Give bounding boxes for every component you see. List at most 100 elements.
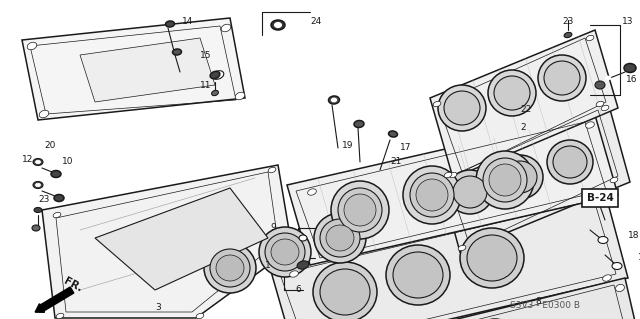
Text: 22: 22 [520,106,531,115]
Ellipse shape [497,155,543,199]
Text: 10: 10 [62,158,74,167]
Ellipse shape [605,76,611,80]
Ellipse shape [314,213,366,263]
Ellipse shape [313,262,377,319]
Ellipse shape [271,239,299,265]
Ellipse shape [449,172,457,178]
Ellipse shape [612,263,622,270]
Ellipse shape [488,70,536,116]
Text: B-24: B-24 [587,193,613,203]
Polygon shape [22,18,245,120]
Text: 21: 21 [390,158,401,167]
Text: 15: 15 [200,50,211,60]
Ellipse shape [290,271,298,277]
Ellipse shape [35,183,40,187]
Ellipse shape [32,225,40,231]
Ellipse shape [308,189,316,195]
Ellipse shape [299,262,307,268]
Ellipse shape [610,177,618,183]
Ellipse shape [204,243,256,293]
Polygon shape [270,192,628,319]
Ellipse shape [328,96,339,104]
Ellipse shape [433,101,441,107]
Ellipse shape [388,131,397,137]
Ellipse shape [601,105,609,111]
Ellipse shape [594,192,602,198]
Ellipse shape [458,245,466,251]
Text: 11: 11 [200,80,211,90]
Ellipse shape [235,92,245,100]
Ellipse shape [544,61,580,95]
Ellipse shape [354,121,364,128]
Ellipse shape [403,166,461,224]
Ellipse shape [299,235,307,241]
Ellipse shape [275,23,282,27]
Ellipse shape [210,71,220,79]
FancyArrow shape [35,287,74,312]
Ellipse shape [320,219,360,257]
Ellipse shape [586,122,595,128]
Ellipse shape [483,158,527,202]
Ellipse shape [54,195,64,202]
Ellipse shape [603,275,611,281]
Ellipse shape [453,176,487,208]
Ellipse shape [476,151,534,209]
Text: 23: 23 [38,196,49,204]
Ellipse shape [564,32,572,38]
Ellipse shape [393,252,443,298]
Ellipse shape [553,146,587,178]
Text: 18: 18 [638,254,640,263]
Text: 13: 13 [622,18,634,26]
Ellipse shape [494,76,530,110]
Text: 20: 20 [44,140,56,150]
Ellipse shape [386,245,450,305]
Text: FR.: FR. [62,276,84,294]
Ellipse shape [297,261,309,269]
Ellipse shape [598,236,608,243]
Text: 6: 6 [295,286,301,294]
Ellipse shape [34,207,42,212]
Ellipse shape [616,285,625,292]
Ellipse shape [410,173,454,217]
Ellipse shape [278,240,286,246]
Ellipse shape [624,63,636,72]
Polygon shape [80,38,215,102]
Ellipse shape [212,71,224,79]
Text: 9: 9 [270,224,276,233]
Text: 18: 18 [628,231,639,240]
Text: 16: 16 [626,76,637,85]
Ellipse shape [51,170,61,177]
Ellipse shape [586,35,594,41]
Text: 19: 19 [342,140,353,150]
Ellipse shape [460,228,524,288]
Text: 24: 24 [310,18,321,26]
Ellipse shape [39,110,49,118]
Ellipse shape [338,188,382,232]
Text: 8: 8 [535,298,541,307]
Text: 1: 1 [265,261,271,270]
Ellipse shape [35,160,40,164]
Polygon shape [95,188,268,290]
Text: 12: 12 [22,155,33,165]
Ellipse shape [326,225,354,251]
Ellipse shape [595,81,605,89]
Polygon shape [438,102,630,252]
Polygon shape [310,278,640,319]
Ellipse shape [444,91,480,125]
Polygon shape [42,165,292,318]
Text: 14: 14 [182,18,193,26]
Ellipse shape [166,21,175,27]
Ellipse shape [438,85,486,131]
Ellipse shape [538,55,586,101]
Ellipse shape [268,167,276,173]
Ellipse shape [344,194,376,226]
Text: 3: 3 [155,302,161,311]
Ellipse shape [210,249,250,287]
Ellipse shape [444,172,452,178]
Text: S3V3 - E0300 B: S3V3 - E0300 B [510,301,580,310]
Polygon shape [430,30,618,178]
Ellipse shape [331,181,389,239]
Text: 23: 23 [562,18,573,26]
Ellipse shape [547,140,593,184]
Ellipse shape [212,90,218,96]
